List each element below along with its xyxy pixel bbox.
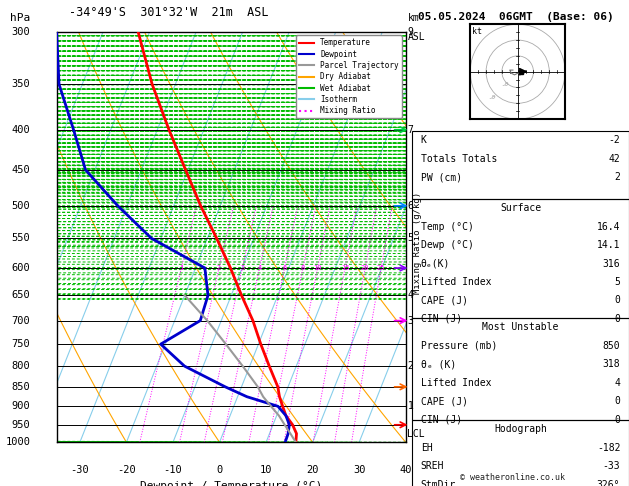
Text: km: km [408,14,419,23]
Legend: Temperature, Dewpoint, Parcel Trajectory, Dry Adiabat, Wet Adiabat, Isotherm, Mi: Temperature, Dewpoint, Parcel Trajectory… [296,35,402,118]
Text: -30: -30 [70,465,89,475]
Text: 450: 450 [12,165,30,175]
Text: 9: 9 [408,27,413,36]
Text: 318: 318 [603,359,620,369]
Text: 8: 8 [301,265,305,271]
Text: 1000: 1000 [6,437,30,447]
Text: 3: 3 [240,265,245,271]
Text: 42: 42 [609,154,620,164]
Text: 2: 2 [615,172,620,182]
Text: Temp (°C): Temp (°C) [421,222,474,232]
Text: -2: -2 [609,135,620,145]
Text: Dewpoint / Temperature (°C): Dewpoint / Temperature (°C) [140,481,322,486]
Text: رو: رو [489,93,496,99]
Text: hPa: hPa [10,14,30,23]
Text: 4: 4 [408,290,413,300]
Text: 3: 3 [408,315,413,326]
Bar [412,199,629,318]
Text: 40: 40 [399,465,412,475]
Text: -182: -182 [597,443,620,453]
Bar [412,318,629,420]
Text: 750: 750 [12,339,30,349]
Text: Totals Totals: Totals Totals [421,154,497,164]
Text: CAPE (J): CAPE (J) [421,295,468,306]
Text: 10: 10 [260,465,272,475]
Text: SREH: SREH [421,461,444,471]
Text: θₑ(K): θₑ(K) [421,259,450,269]
Text: Mixing Ratio (g/kg): Mixing Ratio (g/kg) [413,192,422,294]
Text: 850: 850 [603,341,620,351]
Text: Lifted Index: Lifted Index [421,277,491,287]
Text: 550: 550 [12,233,30,243]
Text: CIN (J): CIN (J) [421,415,462,425]
Text: -34°49'S  301°32'W  21m  ASL: -34°49'S 301°32'W 21m ASL [69,6,269,19]
Text: 2: 2 [217,265,221,271]
Text: 800: 800 [12,361,30,371]
Text: 4: 4 [615,378,620,388]
Text: EH: EH [421,443,432,453]
Text: -33: -33 [603,461,620,471]
Text: 950: 950 [12,420,30,430]
Text: 6: 6 [282,265,287,271]
Text: 900: 900 [12,401,30,411]
Text: 16.4: 16.4 [597,222,620,232]
Bar [412,131,629,199]
Text: 15: 15 [341,265,349,271]
Text: 400: 400 [12,125,30,135]
Text: Surface: Surface [500,203,541,213]
Text: 0: 0 [615,396,620,406]
Text: 650: 650 [12,290,30,300]
Text: 5: 5 [615,277,620,287]
Text: θₑ (K): θₑ (K) [421,359,456,369]
Text: 5: 5 [408,233,413,243]
Text: kt: kt [472,27,482,36]
Text: © weatheronline.co.uk: © weatheronline.co.uk [460,473,565,482]
Text: CIN (J): CIN (J) [421,314,462,324]
Bar [412,420,629,486]
Text: 05.05.2024  06GMT  (Base: 06): 05.05.2024 06GMT (Base: 06) [418,12,614,22]
Text: ASL: ASL [408,32,425,42]
Text: 326°: 326° [597,480,620,486]
Text: -20: -20 [117,465,136,475]
Text: 0: 0 [615,415,620,425]
Text: LCL: LCL [408,429,425,439]
Text: 6: 6 [408,201,413,211]
Text: 25: 25 [377,265,386,271]
Text: 316: 316 [603,259,620,269]
Text: 20: 20 [306,465,319,475]
Text: 850: 850 [12,382,30,392]
Text: Hodograph: Hodograph [494,424,547,434]
Text: 0: 0 [615,295,620,306]
Text: PW (cm): PW (cm) [421,172,462,182]
Text: 700: 700 [12,315,30,326]
Text: K: K [421,135,426,145]
Text: 1: 1 [179,265,184,271]
Text: Dewp (°C): Dewp (°C) [421,240,474,250]
Text: 500: 500 [12,201,30,211]
Text: 4: 4 [257,265,262,271]
Text: 20: 20 [361,265,369,271]
Text: رو: رو [502,80,509,86]
Text: 10: 10 [313,265,322,271]
Text: 600: 600 [12,263,30,273]
Text: -10: -10 [164,465,182,475]
Text: StmDir: StmDir [421,480,456,486]
Text: 14.1: 14.1 [597,240,620,250]
Text: 0: 0 [216,465,223,475]
Text: 350: 350 [12,79,30,89]
Text: Lifted Index: Lifted Index [421,378,491,388]
Text: Pressure (mb): Pressure (mb) [421,341,497,351]
Text: 2: 2 [408,361,413,371]
Text: 300: 300 [12,27,30,36]
Text: 30: 30 [353,465,365,475]
Text: CAPE (J): CAPE (J) [421,396,468,406]
Text: 1: 1 [408,401,413,411]
Text: 7: 7 [408,125,413,135]
Text: Most Unstable: Most Unstable [482,322,559,332]
Text: 0: 0 [615,314,620,324]
